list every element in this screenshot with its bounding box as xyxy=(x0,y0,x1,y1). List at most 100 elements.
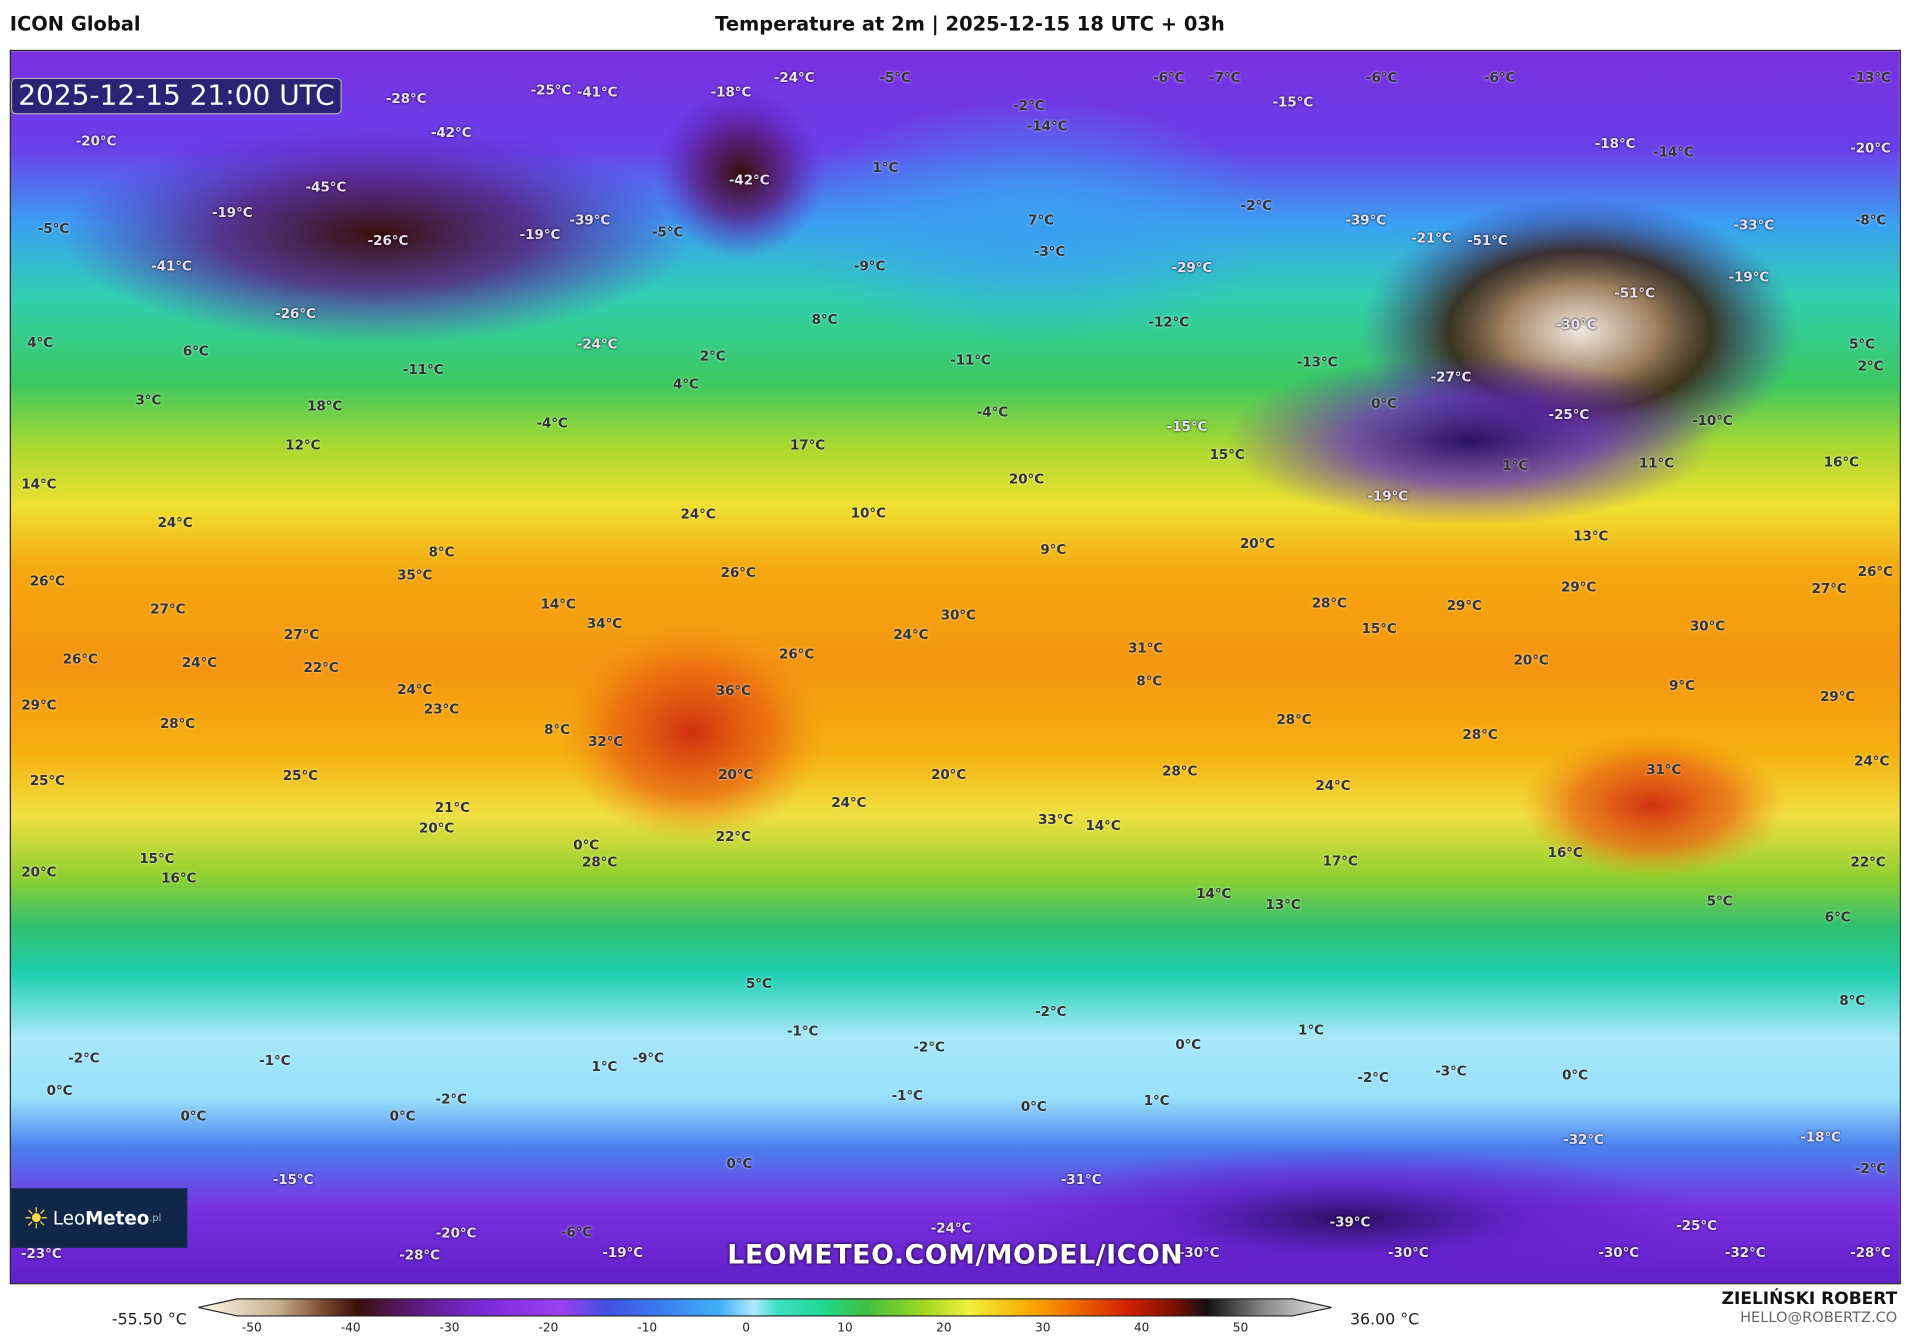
temperature-label: -25°C xyxy=(1676,1218,1717,1234)
temperature-label: -6°C xyxy=(1153,69,1185,86)
temperature-label: 0°C xyxy=(1020,1098,1047,1115)
temperature-label: -10°C xyxy=(1692,412,1733,429)
temperature-label: 24°C xyxy=(893,626,929,643)
temperature-label: -26°C xyxy=(367,232,409,249)
temperature-label: -6°C xyxy=(1365,69,1398,86)
colorbar-tick: -50 xyxy=(241,1322,262,1336)
temperature-label: -41°C xyxy=(151,258,192,275)
temperature-label: -15°C xyxy=(1272,94,1314,111)
temperature-label: 0°C xyxy=(726,1155,753,1172)
temperature-label: 28°C xyxy=(159,715,196,732)
colorbar-tick: 30 xyxy=(1035,1322,1051,1336)
temperature-label: 30°C xyxy=(1689,618,1726,635)
temperature-label: 4°C xyxy=(673,376,699,393)
temperature-label: 24°C xyxy=(831,794,867,811)
temperature-label: 28°C xyxy=(1276,712,1312,728)
temperature-label: -28°C xyxy=(1850,1244,1891,1261)
temperature-label: -2°C xyxy=(1240,197,1273,214)
temperature-label: 21°C xyxy=(434,799,470,816)
temperature-label: 22°C xyxy=(303,659,339,676)
temperature-label: -51°C xyxy=(1467,232,1508,249)
temperature-label: -27°C xyxy=(1430,369,1472,385)
temperature-label: -4°C xyxy=(976,404,1009,421)
temperature-field xyxy=(10,51,1900,1284)
temperature-label: -41°C xyxy=(576,84,618,101)
temperature-label: -6°C xyxy=(1483,69,1516,86)
temperature-label: 31°C xyxy=(1128,640,1164,657)
temperature-label: 0°C xyxy=(389,1108,416,1125)
temperature-label: 24°C xyxy=(1315,777,1351,794)
temperature-label: 14°C xyxy=(21,476,57,492)
temperature-label: 16°C xyxy=(1547,844,1583,861)
temperature-label: 20°C xyxy=(1008,471,1045,488)
temperature-label: 28°C xyxy=(1311,595,1347,612)
temperature-label: 24°C xyxy=(157,515,193,531)
temperature-label: 15°C xyxy=(139,850,175,867)
temperature-label: 0°C xyxy=(46,1083,73,1099)
temperature-label: 26°C xyxy=(779,646,815,663)
temperature-label: -19°C xyxy=(519,226,561,243)
temperature-label: 4°C xyxy=(27,335,54,351)
temperature-label: -26°C xyxy=(275,305,316,322)
temperature-label: 20°C xyxy=(931,766,967,783)
author-email[interactable]: HELLO@ROBERTZ.CO xyxy=(1740,1308,1898,1326)
temperature-label: 14°C xyxy=(540,596,576,613)
temperature-label: 29°C xyxy=(1446,597,1482,614)
temperature-label: 1°C xyxy=(1298,1022,1324,1039)
temperature-label: 1°C xyxy=(591,1058,618,1075)
temperature-map[interactable]: -20°C -28°C -25°C -41°C -18°C -24°C -5°C -6°C -7… xyxy=(9,49,1901,1285)
temperature-label: 28°C xyxy=(1162,763,1198,779)
temperature-label: -24°C xyxy=(773,69,815,86)
temperature-label: -20°C xyxy=(435,1225,477,1242)
temperature-label: 20°C xyxy=(1239,535,1276,552)
valid-time-label: 2025-12-15 21:00 UTC xyxy=(10,77,342,115)
temperature-label: 16°C xyxy=(1823,454,1859,471)
temperature-label: 29°C xyxy=(1561,579,1597,596)
temperature-label: -25°C xyxy=(1548,406,1590,423)
temperature-label: -21°C xyxy=(1411,230,1452,247)
temperature-label: -14°C xyxy=(1026,118,1068,135)
temperature-label: 26°C xyxy=(29,573,66,590)
temperature-label: 5°C xyxy=(745,976,772,992)
temperature-label: 9°C xyxy=(1040,541,1067,558)
watermark-url: LEOMETEO.COM/MODEL/ICON xyxy=(727,1240,1184,1271)
temperature-label: -20°C xyxy=(1850,140,1891,157)
temperature-label: -1°C xyxy=(259,1052,291,1069)
temperature-label: -39°C xyxy=(1329,1214,1371,1231)
temperature-label: 24°C xyxy=(1854,753,1890,770)
temperature-label: 20°C xyxy=(1513,652,1549,669)
temperature-label: -6°C xyxy=(560,1224,593,1240)
temperature-label: 6°C xyxy=(1824,909,1851,925)
temperature-label: 36°C xyxy=(715,682,751,699)
temperature-label: 22°C xyxy=(715,828,751,845)
temperature-label: -42°C xyxy=(728,172,770,188)
temperature-label: -30°C xyxy=(1555,316,1597,333)
temperature-label: -15°C xyxy=(272,1171,314,1188)
temperature-label: -30°C xyxy=(1178,1244,1220,1261)
temperature-label: 0°C xyxy=(1371,395,1397,412)
temperature-label: 25°C xyxy=(29,772,66,789)
temperature-label: 5°C xyxy=(1706,893,1733,910)
temperature-label: -14°C xyxy=(1653,144,1694,160)
temperature-label: -3°C xyxy=(1033,243,1066,260)
temperature-label: 33°C xyxy=(1038,811,1074,828)
leometeo-logo[interactable]: ☀ Leo Meteo .pl xyxy=(10,1188,188,1248)
temperature-label: -33°C xyxy=(1733,217,1775,233)
temperature-label: -32°C xyxy=(1724,1244,1766,1261)
temperature-label: -8°C xyxy=(1854,212,1887,229)
temperature-label: 18°C xyxy=(307,398,343,415)
temperature-label: 27°C xyxy=(284,626,320,643)
temperature-label: -18°C xyxy=(1594,135,1636,152)
temperature-label: -1°C xyxy=(891,1087,923,1104)
temperature-label: -31°C xyxy=(1060,1171,1102,1188)
temperature-label: -12°C xyxy=(1148,314,1190,331)
temperature-label: 24°C xyxy=(680,506,716,523)
temperature-label: -39°C xyxy=(569,212,611,229)
chart-title: Temperature at 2m | 2025-12-15 18 UTC + … xyxy=(715,12,1225,36)
temperature-label: 14°C xyxy=(1196,886,1232,902)
temperature-label: 28°C xyxy=(582,854,618,871)
temperature-label: 8°C xyxy=(544,721,570,738)
temperature-label: 8°C xyxy=(1839,993,1866,1009)
temperature-label: 1°C xyxy=(1143,1092,1170,1109)
temperature-label: 1°C xyxy=(1502,457,1529,474)
